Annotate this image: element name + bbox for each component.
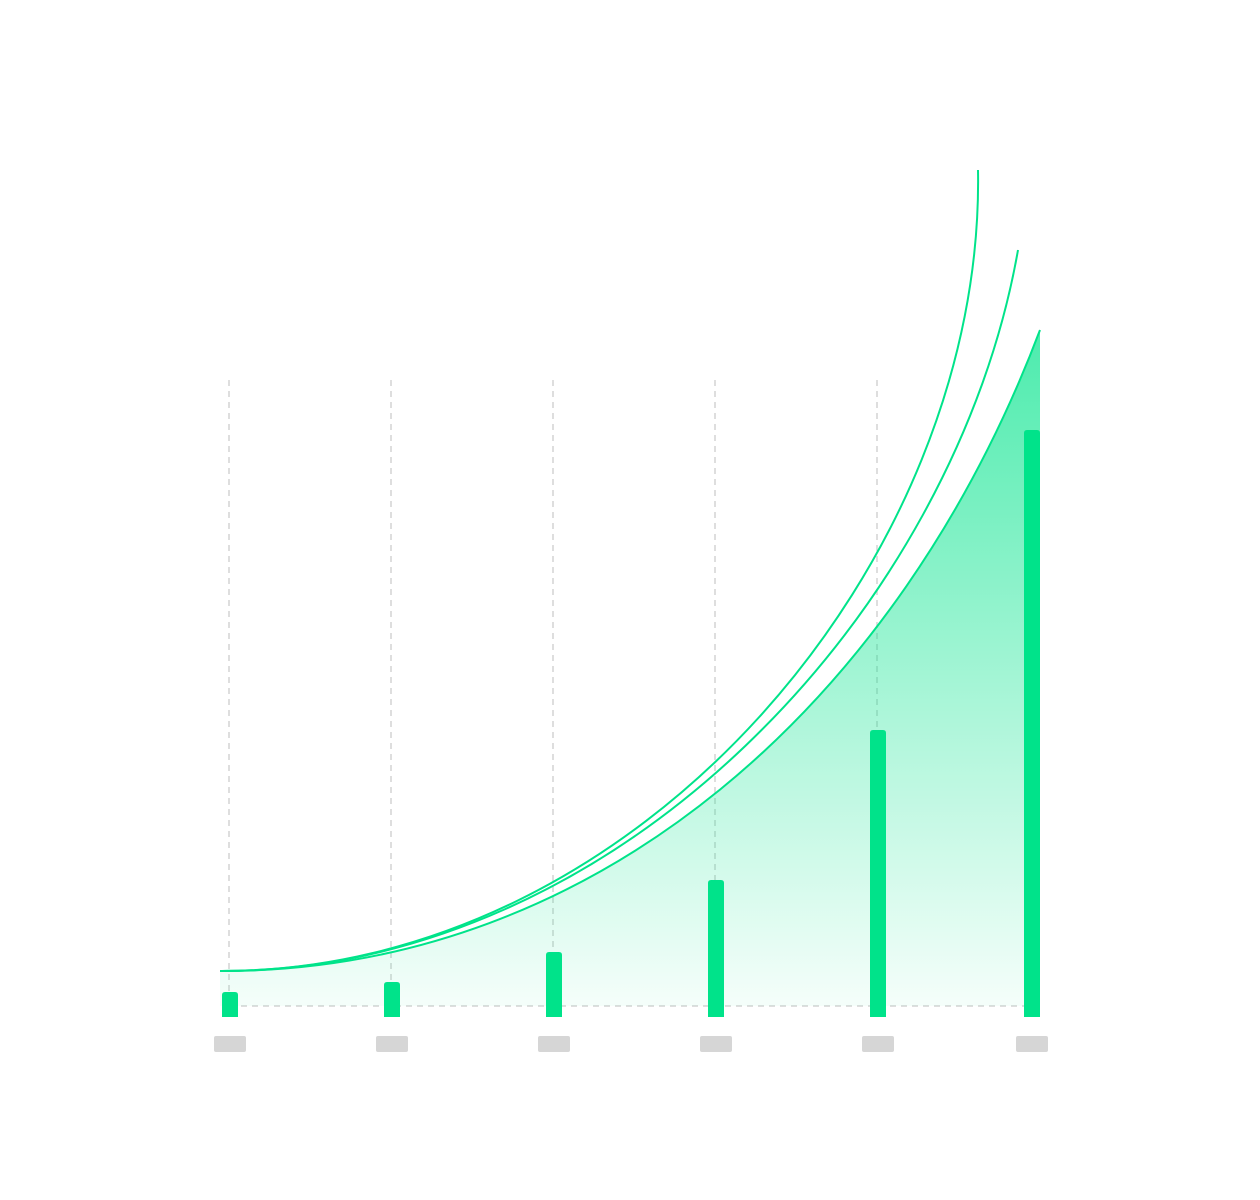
category-placeholder xyxy=(376,1036,408,1052)
bar xyxy=(1024,430,1040,1017)
category-placeholder xyxy=(214,1036,246,1052)
bar xyxy=(708,880,724,1017)
bar xyxy=(384,982,400,1017)
category-placeholder xyxy=(1016,1036,1048,1052)
trend-curve xyxy=(219,329,1041,973)
bar xyxy=(870,730,886,1017)
category-placeholder xyxy=(538,1036,570,1052)
category-placeholder xyxy=(862,1036,894,1052)
trend-curve xyxy=(219,169,980,973)
category-placeholder xyxy=(700,1036,732,1052)
bar xyxy=(546,952,562,1017)
bar xyxy=(222,992,238,1017)
category-placeholders xyxy=(214,1036,1048,1052)
trend-area xyxy=(220,330,1040,1006)
bars xyxy=(222,430,1040,1017)
trend-curves xyxy=(219,169,1041,973)
